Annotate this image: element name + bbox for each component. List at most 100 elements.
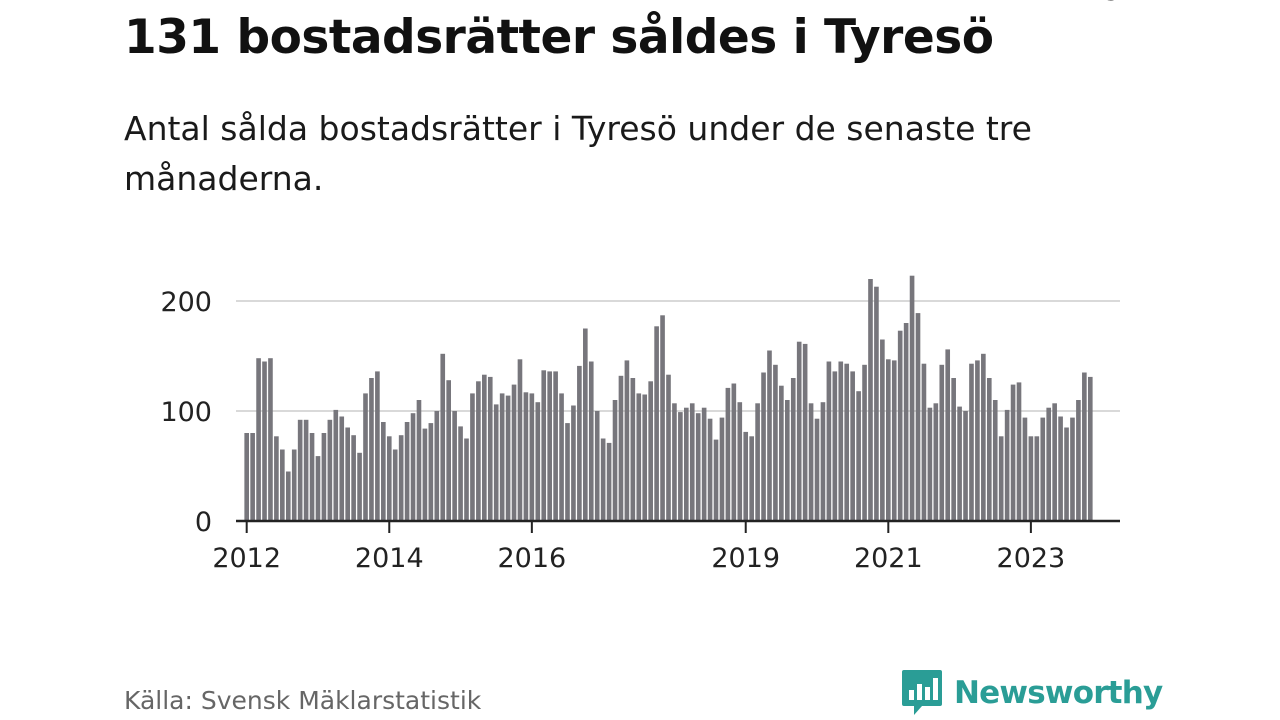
bar [583, 328, 588, 521]
bar [357, 452, 362, 521]
bar [404, 422, 410, 521]
bar [630, 378, 636, 521]
bar [1028, 436, 1034, 521]
bar [856, 391, 861, 521]
bar [761, 372, 766, 521]
bar [868, 279, 873, 521]
bar [618, 375, 624, 521]
bar [422, 428, 428, 521]
bar [808, 403, 814, 521]
bar [529, 393, 535, 521]
bar [654, 326, 659, 521]
bar [499, 393, 505, 521]
x-tick-label: 2023 [997, 543, 1066, 574]
bar [814, 418, 820, 521]
bar [874, 286, 879, 521]
bar [476, 381, 481, 521]
bar [280, 449, 285, 521]
bar [933, 403, 939, 521]
bar [945, 349, 951, 521]
newsworthy-logo-icon [902, 670, 942, 715]
bar [493, 404, 499, 521]
bar [1046, 407, 1052, 521]
bar [291, 449, 297, 521]
bar [250, 433, 255, 521]
bar [559, 393, 564, 521]
bar [386, 436, 392, 521]
bar [333, 409, 339, 521]
bar [523, 392, 529, 521]
bar [321, 433, 327, 521]
bar [737, 402, 743, 521]
bar [885, 359, 891, 521]
bar [832, 371, 838, 521]
x-tick-label: 2019 [711, 543, 780, 574]
bar [511, 384, 517, 521]
bar [464, 438, 469, 521]
bar [880, 339, 885, 521]
bar [648, 381, 653, 521]
bar [903, 323, 909, 521]
bar [921, 363, 927, 521]
bar [992, 400, 998, 521]
x-tick-label: 2014 [355, 543, 424, 574]
bar [1064, 427, 1069, 521]
bar [434, 411, 440, 521]
bar [731, 383, 737, 521]
bar [951, 378, 956, 521]
bar [285, 471, 291, 521]
bar [713, 439, 719, 521]
bar [1070, 417, 1075, 521]
bar [410, 413, 416, 521]
bar [487, 376, 493, 521]
bar [309, 433, 315, 521]
bar [672, 403, 677, 521]
bar [428, 423, 434, 521]
bar [1052, 403, 1057, 521]
bar [707, 418, 713, 521]
bar [838, 361, 844, 521]
bar [535, 402, 541, 521]
bar [458, 426, 463, 521]
bar [755, 403, 760, 521]
bar [577, 365, 582, 521]
bar [820, 402, 826, 521]
bar [939, 364, 945, 521]
bar [262, 361, 267, 521]
x-tick-label: 2021 [854, 543, 923, 574]
bar [1058, 416, 1063, 521]
bar [678, 412, 683, 521]
bar [268, 358, 273, 521]
x-tick-label: 2012 [212, 543, 281, 574]
bar [588, 361, 594, 521]
bar [1082, 372, 1087, 521]
bar [725, 387, 731, 521]
bar [470, 393, 475, 521]
bar-chart: 0 100 200 2012 2014 2016 2019 2021 2023 131 [160, 0, 1138, 574]
bar [244, 433, 250, 521]
bar [986, 378, 992, 521]
bar [784, 400, 790, 521]
bar [594, 411, 600, 521]
bar [743, 431, 749, 521]
bar [666, 374, 671, 521]
bar [505, 395, 511, 521]
bar [779, 385, 784, 521]
y-tick-label: 200 [160, 287, 212, 318]
bar [998, 436, 1004, 521]
bar [571, 405, 576, 521]
bar [452, 411, 457, 521]
bar [553, 371, 558, 521]
bar [695, 413, 701, 521]
brand-logo: Newsworthy [900, 668, 1163, 718]
bar-value-label: 131 [1086, 0, 1138, 7]
bar [927, 407, 933, 521]
bar [642, 394, 648, 521]
bar [1010, 384, 1016, 521]
bar [719, 417, 725, 521]
bar [802, 343, 808, 521]
bar [398, 435, 404, 521]
bar [416, 400, 422, 521]
chart-title: 131 bostadsrätter såldes i Tyresö [124, 10, 994, 65]
y-tick-label: 100 [160, 397, 212, 428]
